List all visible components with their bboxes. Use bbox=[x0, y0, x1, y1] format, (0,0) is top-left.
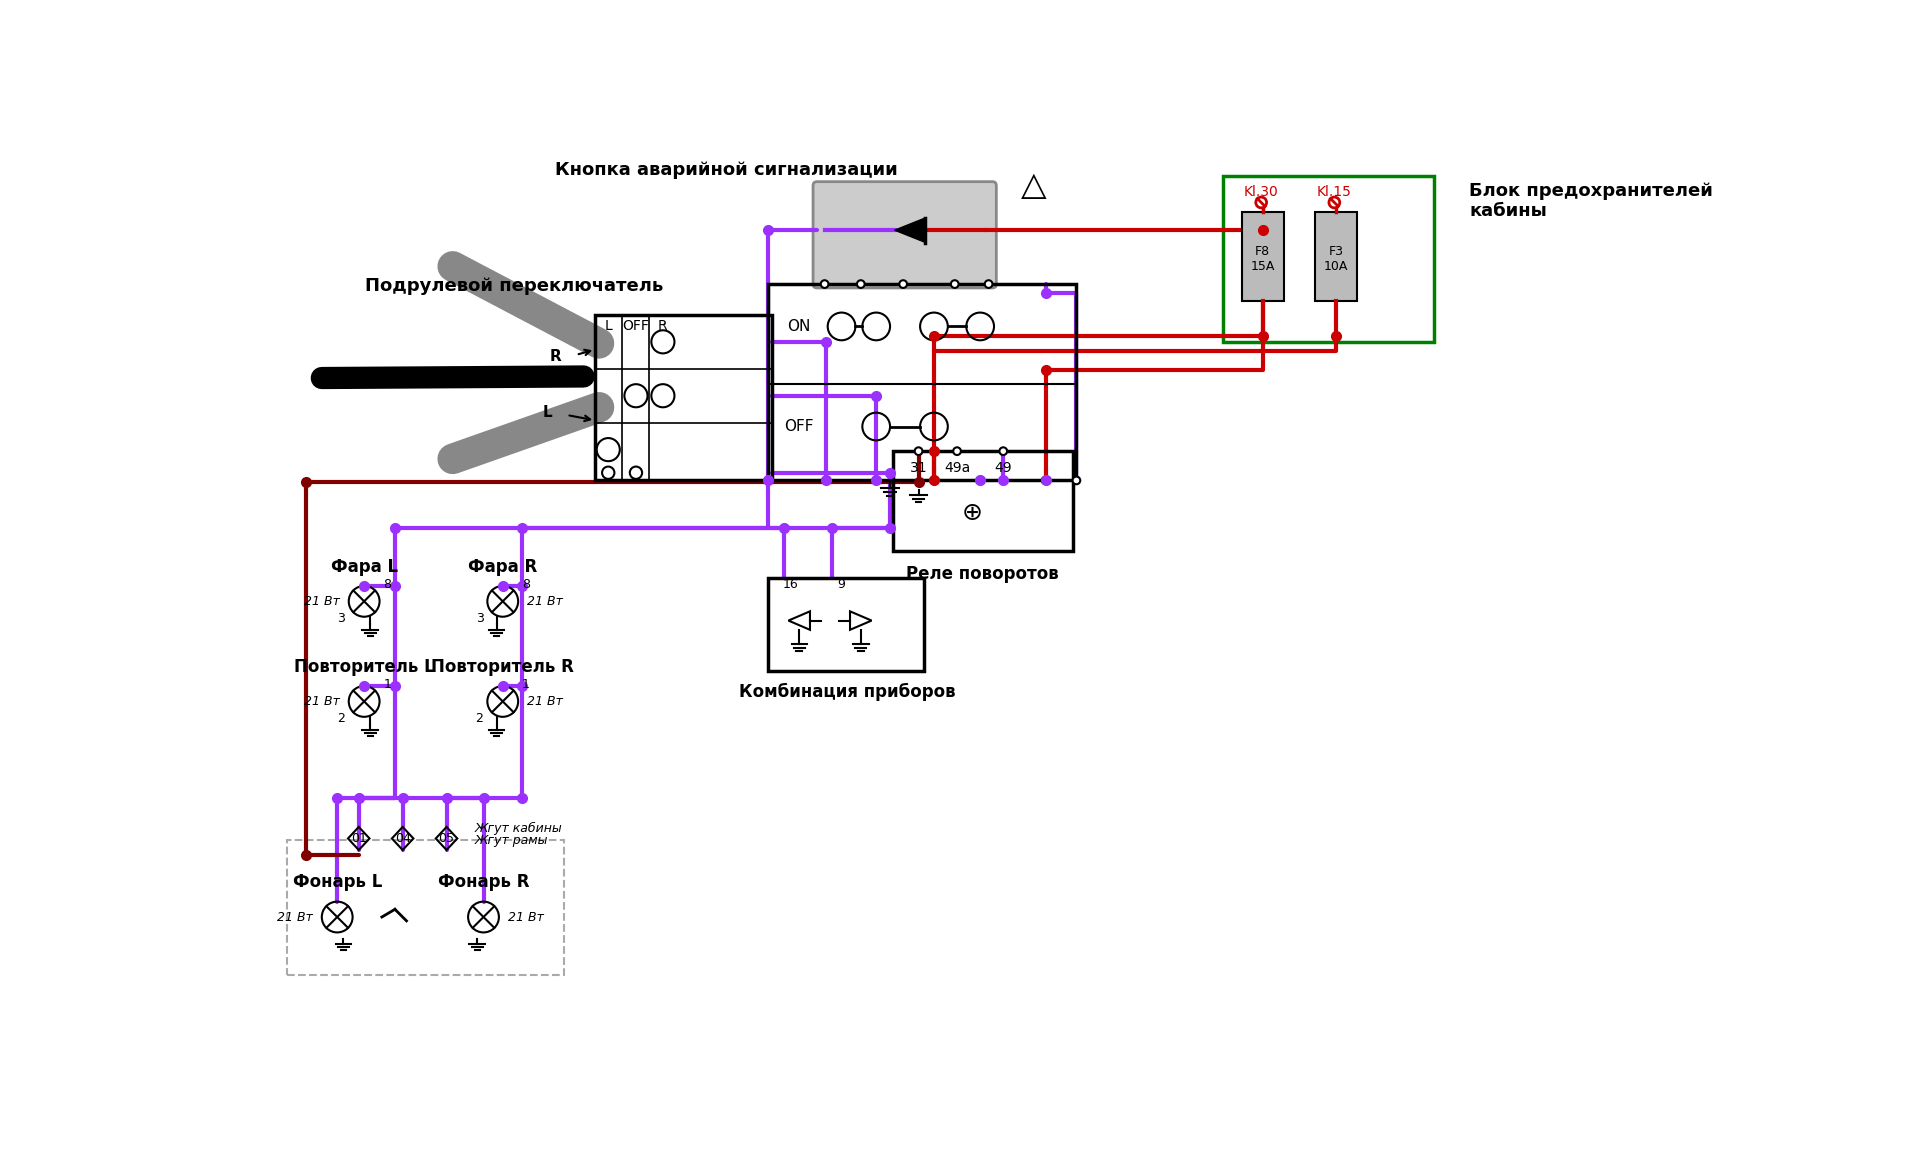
Text: Подрулевой переключатель: Подрулевой переключатель bbox=[365, 276, 664, 295]
Text: ⊕: ⊕ bbox=[962, 500, 983, 525]
Bar bbox=[1242, 212, 1284, 301]
Circle shape bbox=[985, 280, 993, 288]
Text: Фара R: Фара R bbox=[468, 557, 538, 576]
Text: 2: 2 bbox=[338, 712, 346, 724]
Bar bbox=[768, 578, 924, 671]
Text: 21 Вт: 21 Вт bbox=[509, 910, 543, 923]
FancyBboxPatch shape bbox=[812, 181, 996, 288]
Bar bbox=[1223, 176, 1434, 341]
Circle shape bbox=[822, 476, 829, 484]
Text: Комбинация приборов: Комбинация приборов bbox=[739, 683, 956, 701]
Text: 8: 8 bbox=[384, 578, 392, 591]
Text: 21 Вт: 21 Вт bbox=[303, 594, 340, 608]
Circle shape bbox=[856, 280, 864, 288]
Circle shape bbox=[820, 280, 828, 288]
Text: R: R bbox=[659, 319, 668, 333]
Bar bbox=[288, 841, 564, 975]
Bar bbox=[893, 452, 1073, 551]
Circle shape bbox=[914, 447, 922, 455]
Text: 16: 16 bbox=[781, 578, 799, 591]
Text: 9: 9 bbox=[837, 578, 845, 591]
Text: 2: 2 bbox=[476, 712, 484, 724]
Text: F3
10А: F3 10А bbox=[1323, 245, 1348, 273]
Circle shape bbox=[952, 447, 960, 455]
Text: △: △ bbox=[1021, 170, 1046, 202]
Text: Блок предохранителей
кабины: Блок предохранителей кабины bbox=[1469, 181, 1713, 221]
Polygon shape bbox=[895, 218, 925, 243]
Circle shape bbox=[1043, 476, 1050, 484]
Text: Фонарь L: Фонарь L bbox=[292, 873, 382, 892]
Text: 05: 05 bbox=[438, 832, 455, 845]
Text: 01: 01 bbox=[351, 832, 367, 845]
Text: ON: ON bbox=[787, 319, 810, 334]
Bar bbox=[595, 315, 772, 481]
Text: Жгут рамы: Жгут рамы bbox=[474, 834, 547, 846]
Circle shape bbox=[975, 476, 983, 484]
Text: 3: 3 bbox=[476, 612, 484, 625]
Circle shape bbox=[929, 476, 937, 484]
Text: 21 Вт: 21 Вт bbox=[303, 695, 340, 708]
Text: OFF: OFF bbox=[785, 419, 814, 434]
Circle shape bbox=[1000, 447, 1008, 455]
Text: Повторитель L: Повторитель L bbox=[294, 658, 434, 676]
Text: Kl.15: Kl.15 bbox=[1317, 185, 1352, 199]
Bar bbox=[1315, 212, 1357, 301]
Text: Реле поворотов: Реле поворотов bbox=[906, 565, 1058, 583]
Text: L: L bbox=[605, 319, 612, 333]
Text: Фонарь R: Фонарь R bbox=[438, 873, 530, 892]
Text: R: R bbox=[549, 349, 561, 363]
Text: 21 Вт: 21 Вт bbox=[528, 594, 563, 608]
Circle shape bbox=[764, 476, 772, 484]
Text: 21 Вт: 21 Вт bbox=[276, 910, 313, 923]
Text: 49а: 49а bbox=[945, 461, 970, 475]
Text: Kl.30: Kl.30 bbox=[1244, 185, 1279, 199]
Text: 1: 1 bbox=[522, 678, 530, 691]
Bar bbox=[768, 284, 1077, 481]
Text: 04: 04 bbox=[396, 832, 411, 845]
Circle shape bbox=[1073, 476, 1081, 484]
Circle shape bbox=[899, 280, 906, 288]
Circle shape bbox=[1256, 197, 1267, 208]
Text: 8: 8 bbox=[522, 578, 530, 591]
Circle shape bbox=[1329, 197, 1340, 208]
Text: 31: 31 bbox=[910, 461, 927, 475]
Text: F8
15А: F8 15А bbox=[1250, 245, 1275, 273]
Text: Кнопка аварийной сигнализации: Кнопка аварийной сигнализации bbox=[555, 161, 897, 179]
Circle shape bbox=[950, 280, 958, 288]
Text: 1: 1 bbox=[384, 678, 392, 691]
Text: 49: 49 bbox=[995, 461, 1012, 475]
Text: L: L bbox=[543, 405, 553, 420]
Text: OFF: OFF bbox=[622, 319, 649, 333]
Text: Жгут кабины: Жгут кабины bbox=[474, 822, 563, 835]
Text: Фара L: Фара L bbox=[330, 557, 397, 576]
Text: 21 Вт: 21 Вт bbox=[528, 695, 563, 708]
Circle shape bbox=[872, 476, 879, 484]
Text: 3: 3 bbox=[338, 612, 346, 625]
Text: Повторитель R: Повторитель R bbox=[432, 658, 574, 676]
